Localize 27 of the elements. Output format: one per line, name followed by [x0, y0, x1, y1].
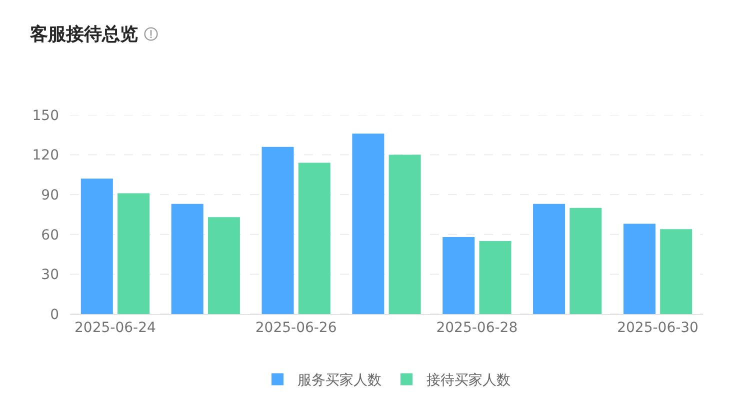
- y-tick-label: 30: [41, 267, 59, 284]
- bar: [298, 162, 330, 314]
- x-tick-label: 2025-06-24: [74, 320, 156, 336]
- y-tick-label: 150: [32, 108, 59, 124]
- x-tick-label: 2025-06-30: [617, 320, 698, 336]
- bar: [80, 178, 113, 314]
- bar: [442, 237, 475, 314]
- bar: [660, 229, 692, 314]
- y-tick-label: 90: [41, 188, 59, 204]
- y-tick-label: 60: [41, 227, 59, 244]
- bar: [623, 224, 656, 314]
- legend-label: 接待买家人数: [426, 372, 510, 389]
- bar: [352, 134, 384, 314]
- bar: [208, 217, 240, 314]
- bar: [570, 208, 602, 314]
- bar: [479, 241, 512, 314]
- y-tick-label: 120: [32, 148, 59, 164]
- bar: [262, 146, 294, 314]
- chart-title: 客服接待总览: [30, 23, 138, 46]
- x-tick-label: 2025-06-26: [255, 320, 337, 336]
- y-tick-label: 0: [50, 306, 59, 323]
- x-tick-label: 2025-06-28: [436, 320, 518, 336]
- bar: [118, 193, 150, 314]
- bar: [388, 154, 421, 314]
- bar: [171, 204, 204, 314]
- bar: [533, 204, 566, 314]
- legend-label: 服务买家人数: [298, 372, 382, 389]
